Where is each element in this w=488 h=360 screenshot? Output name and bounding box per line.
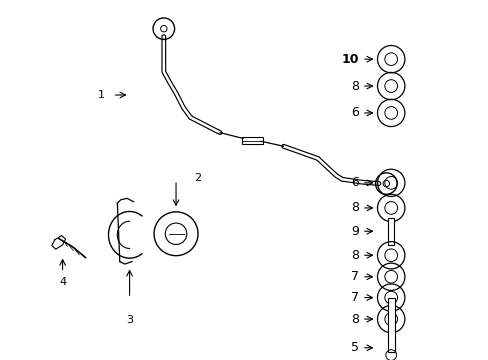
Text: 8: 8: [351, 312, 359, 325]
Text: 4: 4: [59, 277, 66, 287]
Text: 8: 8: [351, 202, 359, 215]
Text: 1: 1: [98, 90, 105, 100]
Text: 2: 2: [194, 173, 202, 183]
Text: 6: 6: [351, 107, 359, 120]
Text: 5: 5: [351, 341, 359, 354]
Text: 9: 9: [351, 225, 359, 238]
FancyBboxPatch shape: [387, 298, 394, 352]
Text: 10: 10: [341, 53, 359, 66]
Text: 6: 6: [351, 176, 359, 189]
FancyBboxPatch shape: [242, 136, 262, 144]
Text: 8: 8: [351, 249, 359, 262]
Text: 7: 7: [351, 270, 359, 283]
Text: 7: 7: [351, 291, 359, 304]
Text: 8: 8: [351, 80, 359, 93]
Text: 3: 3: [126, 315, 133, 325]
FancyBboxPatch shape: [387, 218, 393, 245]
